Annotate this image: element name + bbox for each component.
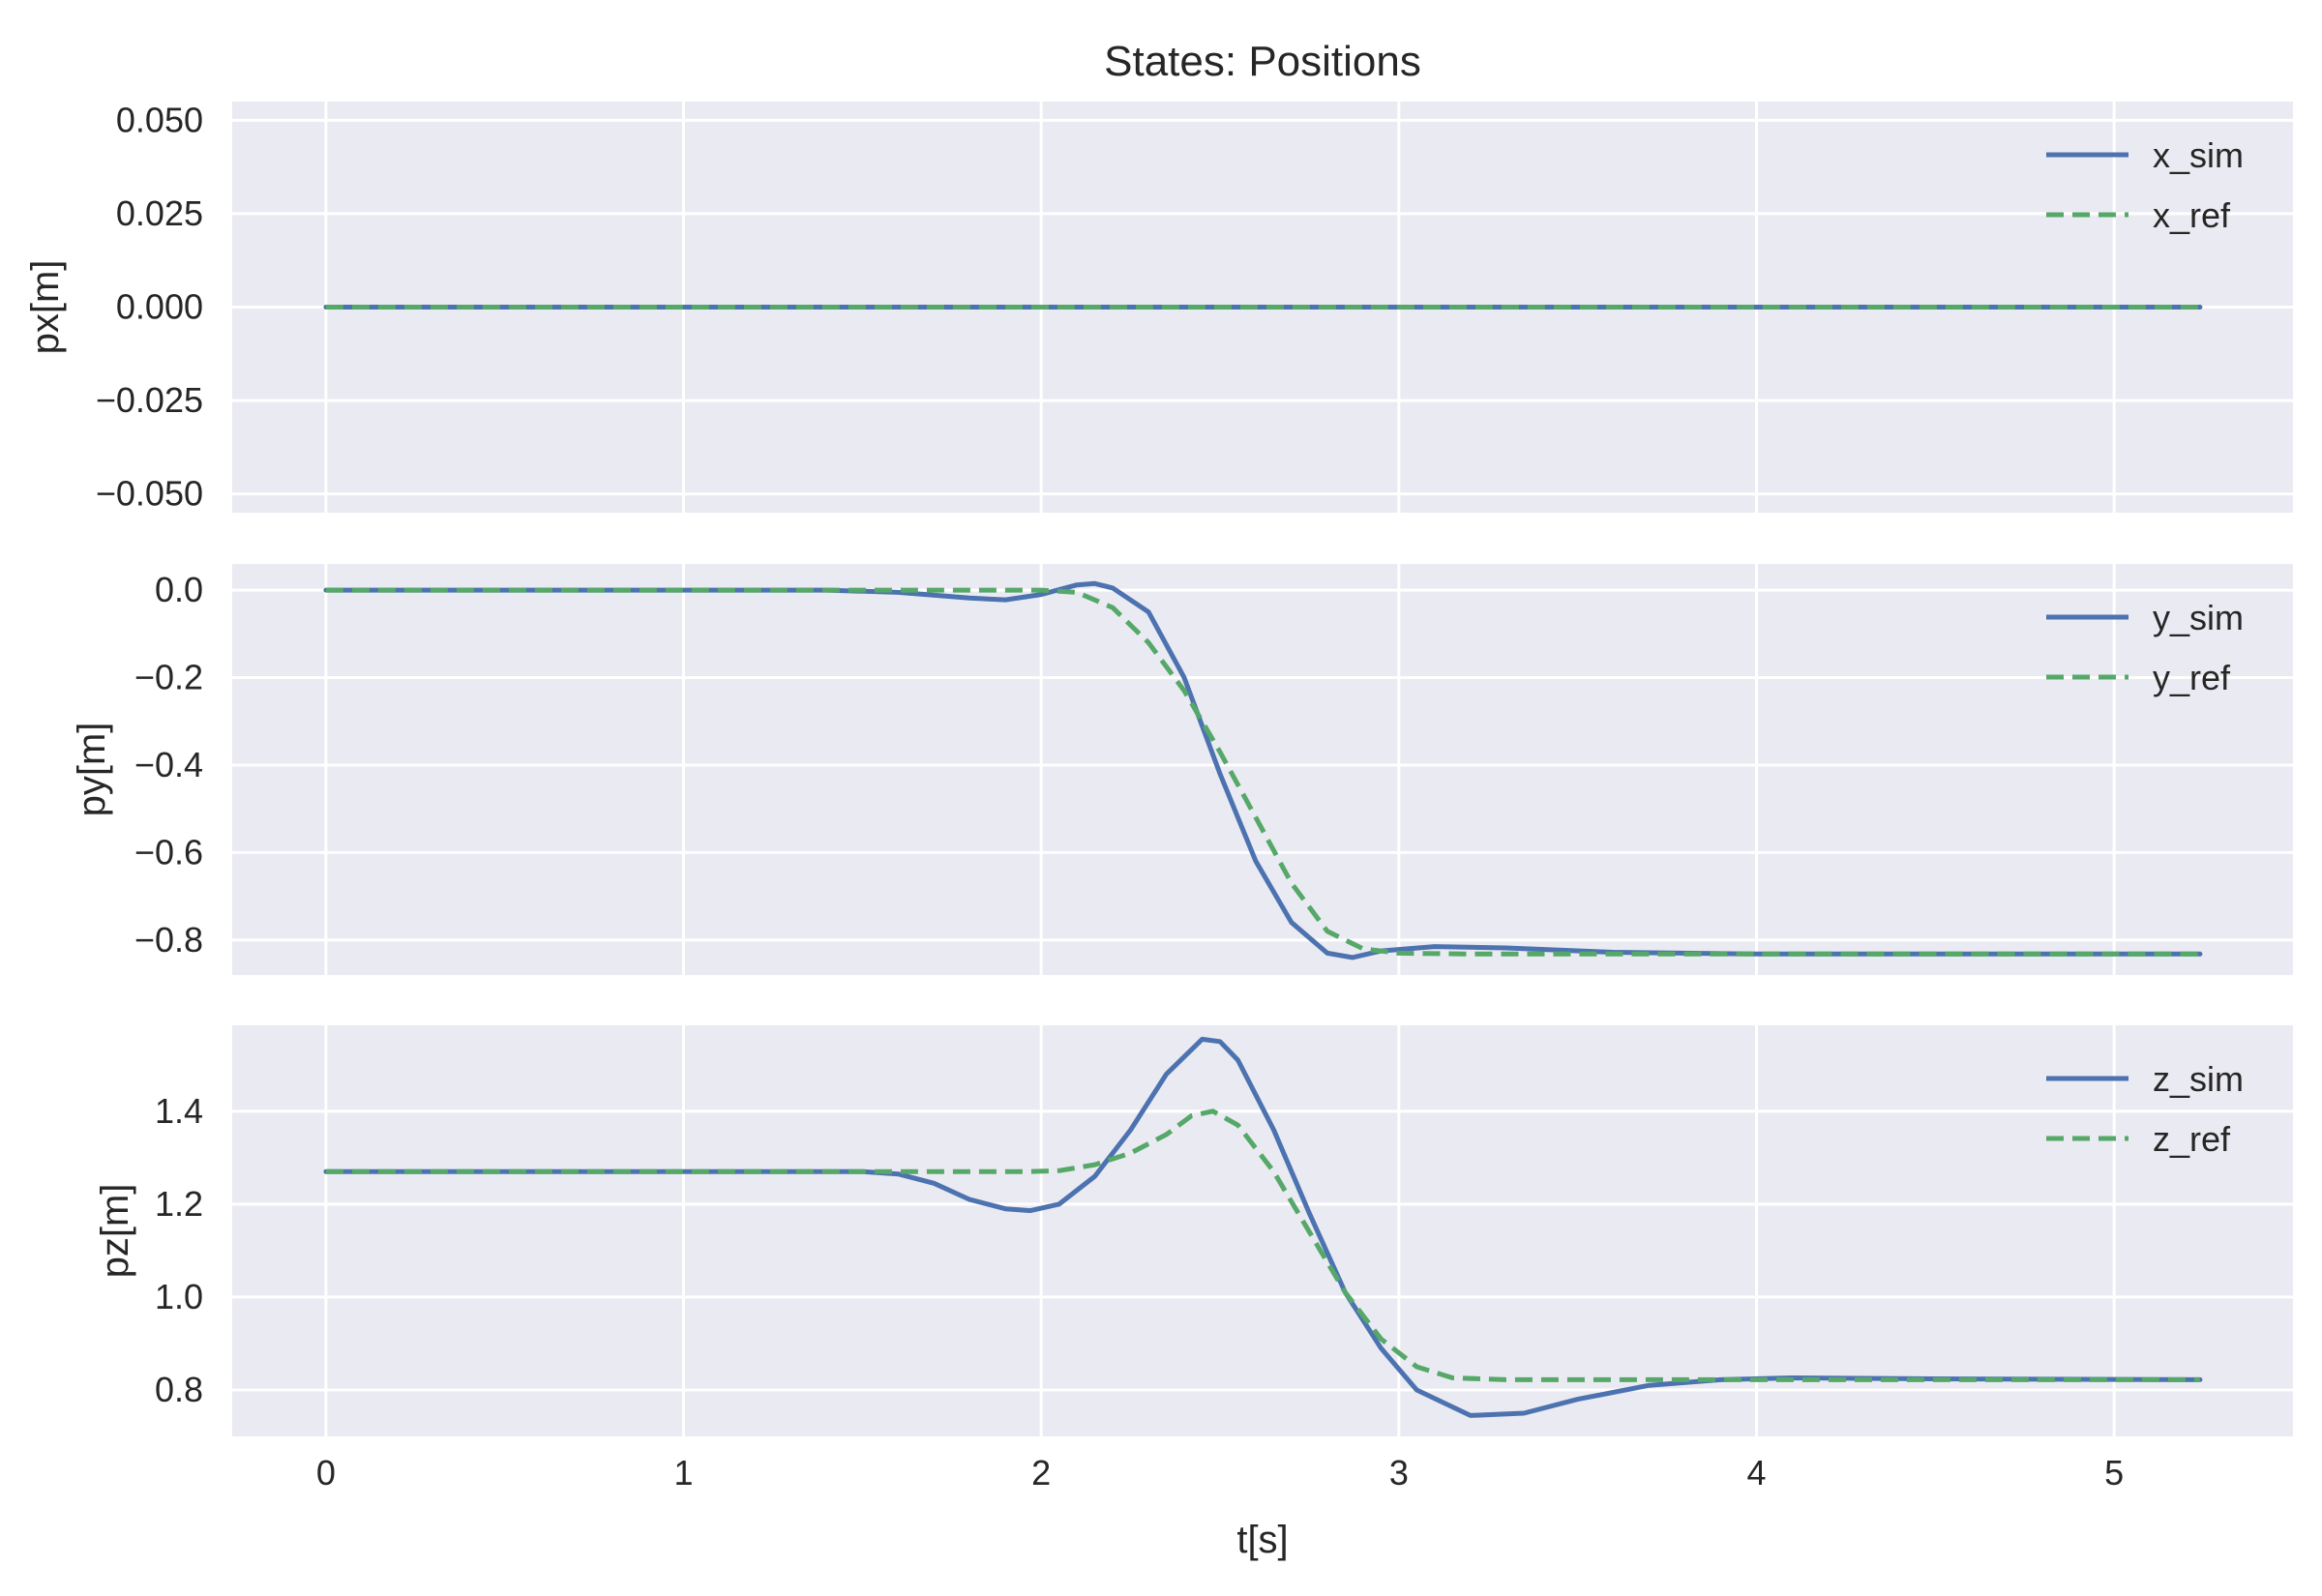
y-axis-label: px[m] <box>24 260 67 355</box>
y-tick-label: 0.8 <box>155 1370 203 1409</box>
legend-label-y-sim: y_sim <box>2153 598 2244 637</box>
y-axis-label: py[m] <box>71 723 113 817</box>
y-tick-label: −0.8 <box>134 920 203 960</box>
legend-label-y-ref: y_ref <box>2153 658 2231 697</box>
y-tick-label: 0.0 <box>155 570 203 609</box>
x-axis-label: t[s] <box>1236 1519 1288 1561</box>
legend-label-x-ref: x_ref <box>2153 195 2231 235</box>
x-tick-label: 0 <box>316 1453 336 1493</box>
y-tick-label: 0.050 <box>116 100 203 139</box>
x-tick-label: 1 <box>673 1453 693 1493</box>
x-tick-label: 3 <box>1389 1453 1409 1493</box>
y-tick-label: 1.4 <box>155 1091 203 1131</box>
plot-area <box>232 1025 2293 1436</box>
series-line-y-sim <box>323 580 2203 961</box>
y-tick-label: −0.050 <box>96 474 203 514</box>
y-tick-label: −0.2 <box>134 658 203 697</box>
y-tick-label: 0.000 <box>116 287 203 327</box>
legend-label-z-ref: z_ref <box>2153 1119 2231 1159</box>
x-tick-label: 4 <box>1746 1453 1766 1493</box>
y-tick-label: 1.2 <box>155 1184 203 1224</box>
series-line-y-ref <box>325 587 2200 957</box>
legend-label-z-sim: z_sim <box>2153 1059 2244 1099</box>
y-tick-label: 0.025 <box>116 193 203 233</box>
series-line-z-sim <box>323 1036 2203 1418</box>
legend-label-x-sim: x_sim <box>2153 135 2244 175</box>
plot-area <box>232 564 2293 975</box>
y-tick-label: −0.025 <box>96 380 203 420</box>
chart-title: States: Positions <box>1104 38 1421 85</box>
axes-panel-1: −0.050 −0.025 0.000 0.025 0.050 px[m] x_sim x_r… <box>24 100 2293 514</box>
x-tick-label: 5 <box>2104 1453 2124 1493</box>
y-axis-label: pz[m] <box>94 1184 136 1279</box>
y-tick-label: 1.0 <box>155 1277 203 1316</box>
axes-root: −0.050−0.0250.0000.0250.050px[m]x_simx_r… <box>24 100 2293 1493</box>
axes-panel-2: 0.0 −0.2 −0.4 −0.6 −0.8 py[m] y_sim y_ref <box>71 564 2293 975</box>
y-tick-label: −0.4 <box>134 745 203 784</box>
x-tick-label: 2 <box>1031 1453 1051 1493</box>
y-tick-label: −0.6 <box>134 832 203 872</box>
series-line-z-ref <box>325 1108 2200 1382</box>
axes-panel-3: 0 1 2 3 4 5 0.8 1.0 1.2 1.4 pz[m] z_sim z_ref <box>94 1025 2293 1493</box>
